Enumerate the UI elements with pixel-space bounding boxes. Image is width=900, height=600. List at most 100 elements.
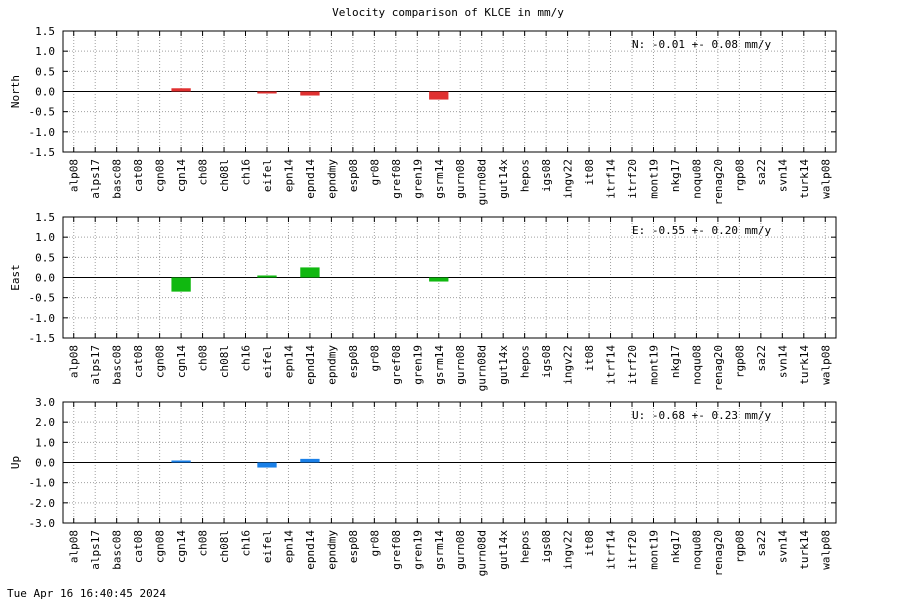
x-tick-label: ingv22	[562, 530, 575, 570]
x-tick-label: gut14x	[497, 345, 510, 385]
x-tick-label: gr08	[368, 345, 381, 372]
y-axis-label: Up	[9, 456, 22, 469]
x-tick-label: ch08l	[218, 345, 231, 378]
y-tick-label: 0.5	[35, 65, 55, 78]
y-axis-label: East	[9, 264, 22, 291]
timestamp: Tue Apr 16 16:40:45 2024	[7, 587, 166, 600]
x-tick-label: sa22	[755, 159, 768, 186]
y-tick-label: 1.0	[35, 436, 55, 449]
x-tick-label: itrf20	[626, 345, 639, 385]
plot-frame	[62, 216, 837, 339]
x-tick-label: cgn08	[154, 159, 167, 192]
x-tick-label: renag20	[712, 345, 725, 391]
y-tick-label: 3.0	[35, 396, 55, 409]
x-tick-label: esp08	[347, 159, 360, 192]
x-tick-label: turk14	[798, 345, 811, 385]
x-tick-label: cat08	[132, 159, 145, 192]
x-tick-label: gr08	[368, 159, 381, 186]
x-tick-label: itrf20	[626, 159, 639, 199]
bar-epnd14	[300, 267, 320, 278]
y-tick-label: -0.5	[29, 292, 56, 305]
x-tick-label: alp08	[68, 530, 81, 563]
x-tick-label: ingv22	[562, 345, 575, 385]
x-tick-label: mont19	[647, 345, 660, 385]
panel-north: 1.5 1.0 0.5 0.0 -0.5 -1.0 -1.5 alp08 alps17 basc0…	[9, 25, 837, 205]
x-tick-label: eifel	[261, 530, 274, 563]
x-tick-label: cat08	[132, 345, 145, 378]
x-tick-label: ch08	[197, 530, 210, 557]
x-tick-label: igs08	[540, 345, 553, 378]
x-tick-label: ch08	[197, 159, 210, 186]
x-tick-label: gurn08d	[476, 530, 489, 576]
x-tick-label: epndmy	[325, 530, 338, 570]
x-tick-label: rgp08	[733, 159, 746, 192]
velocity-annotation: U: -0.68 +- 0.23 mm/y	[632, 409, 771, 422]
y-tick-label: -1.5	[29, 146, 56, 159]
y-tick-label: -3.0	[29, 517, 56, 530]
x-tick-label: igs08	[540, 159, 553, 192]
x-tick-label: alp08	[68, 345, 81, 378]
x-tick-label: cgn14	[175, 345, 188, 378]
x-tick-label: rgp08	[733, 345, 746, 378]
x-tick-label: ch16	[240, 159, 253, 186]
y-tick-label: -1.5	[29, 332, 56, 345]
bar-gsrm14	[429, 277, 449, 282]
x-tick-label: ch08l	[218, 530, 231, 563]
x-tick-label: noqu08	[690, 159, 703, 199]
x-tick-label: walp08	[819, 345, 832, 385]
x-tick-label: alps17	[89, 345, 102, 385]
x-tick-label: alps17	[89, 159, 102, 199]
velocity-annotation: E: -0.55 +- 0.20 mm/y	[632, 224, 771, 237]
bar-eifel	[257, 91, 277, 94]
y-tick-label: 0.0	[35, 272, 55, 285]
x-tick-label: gsrm14	[433, 159, 446, 199]
x-tick-label: turk14	[798, 159, 811, 199]
y-tick-label: 1.0	[35, 231, 55, 244]
x-tick-label: mont19	[647, 159, 660, 199]
y-tick-label: 1.5	[35, 25, 55, 38]
bar-cgn14	[171, 88, 191, 92]
x-tick-label: basc08	[111, 530, 124, 570]
y-tick-label: 0.5	[35, 251, 55, 264]
bar-epnd14	[300, 458, 320, 463]
x-tick-label: gren19	[411, 159, 424, 199]
x-tick-label: renag20	[712, 530, 725, 576]
x-tick-label: itrf14	[605, 159, 618, 199]
x-tick-label: epn14	[282, 159, 295, 192]
x-tick-label: alp08	[68, 159, 81, 192]
y-tick-label: -1.0	[29, 312, 56, 325]
x-tick-label: epndmy	[325, 345, 338, 385]
bar-epnd14	[300, 91, 320, 96]
x-tick-label: gren19	[411, 345, 424, 385]
x-tick-label: nkg17	[669, 530, 682, 563]
x-tick-label: epn14	[282, 530, 295, 563]
y-tick-label: -2.0	[29, 497, 56, 510]
x-tick-label: gurn08	[454, 530, 467, 570]
x-tick-label: svn14	[776, 530, 789, 563]
x-tick-label: ch16	[240, 530, 253, 557]
x-tick-label: eifel	[261, 159, 274, 192]
x-tick-label: cgn14	[175, 159, 188, 192]
y-tick-label: 0.0	[35, 457, 55, 470]
x-tick-label: svn14	[776, 159, 789, 192]
x-tick-label: gurn08d	[476, 345, 489, 391]
bar-cgn14	[171, 460, 191, 463]
y-tick-label: 1.5	[35, 211, 55, 224]
bar-eifel	[257, 462, 277, 468]
x-tick-label: ch08	[197, 345, 210, 372]
x-tick-label: gref08	[390, 345, 403, 385]
x-tick-label: esp08	[347, 345, 360, 378]
y-tick-label: 0.0	[35, 86, 55, 99]
x-tick-label: igs08	[540, 530, 553, 563]
x-tick-label: renag20	[712, 159, 725, 205]
x-tick-label: epndmy	[325, 159, 338, 199]
x-tick-label: gut14x	[497, 530, 510, 570]
x-tick-label: it08	[583, 159, 596, 186]
x-tick-label: gr08	[368, 530, 381, 557]
y-tick-label: 1.0	[35, 45, 55, 58]
x-tick-label: gut14x	[497, 159, 510, 199]
x-tick-label: it08	[583, 345, 596, 372]
x-tick-label: alps17	[89, 530, 102, 570]
x-tick-label: gren19	[411, 530, 424, 570]
